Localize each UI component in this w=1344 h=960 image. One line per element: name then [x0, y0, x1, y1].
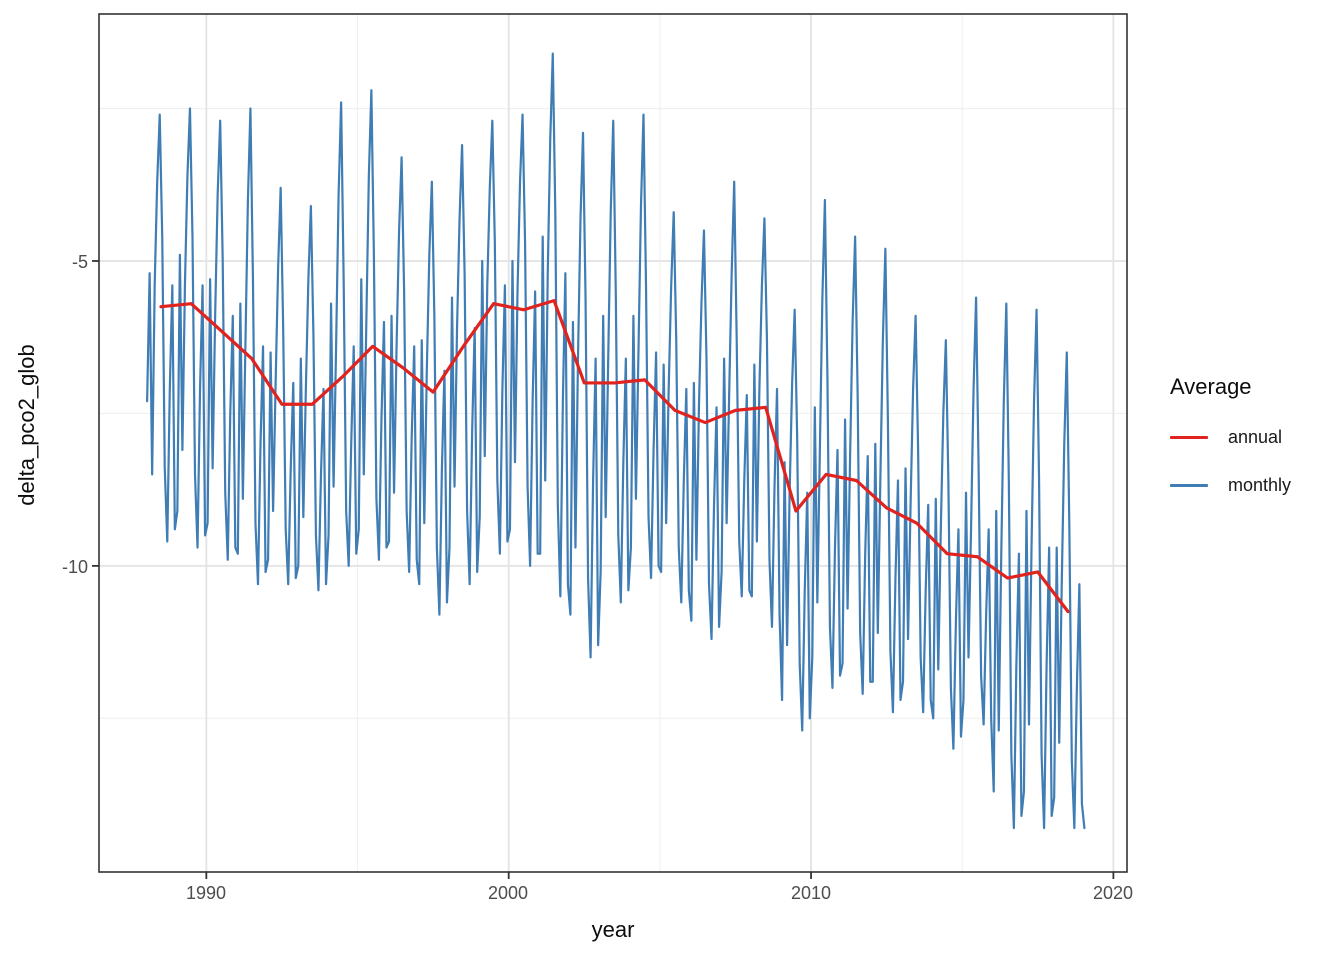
monthly-line: [146, 52, 1086, 830]
legend-item-monthly: monthly: [1170, 470, 1340, 500]
monthly-line-key-icon: [1170, 483, 1208, 487]
y-axis-tick-label: -10: [61, 557, 88, 577]
legend-item-annual: annual: [1170, 422, 1340, 452]
legend-title: Average: [1170, 374, 1252, 399]
legend: Average annual monthly: [1170, 376, 1340, 518]
x-axis-tick-label: 1990: [185, 883, 227, 903]
y-axis-tick-label: -5: [71, 252, 88, 272]
x-axis-tick-label: 2020: [1092, 883, 1134, 903]
legend-label-monthly: monthly: [1228, 475, 1292, 495]
x-axis-tick-label: 2000: [487, 883, 529, 903]
legend-label-annual: annual: [1228, 427, 1283, 447]
x-axis-tick-label: 2010: [790, 883, 832, 903]
panel-border: [98, 13, 1128, 873]
x-axis-title: year: [591, 917, 635, 942]
y-axis-title: delta_pco2_glob: [14, 344, 39, 506]
annual-line-key-icon: [1170, 435, 1208, 439]
annual-line: [159, 299, 1070, 614]
